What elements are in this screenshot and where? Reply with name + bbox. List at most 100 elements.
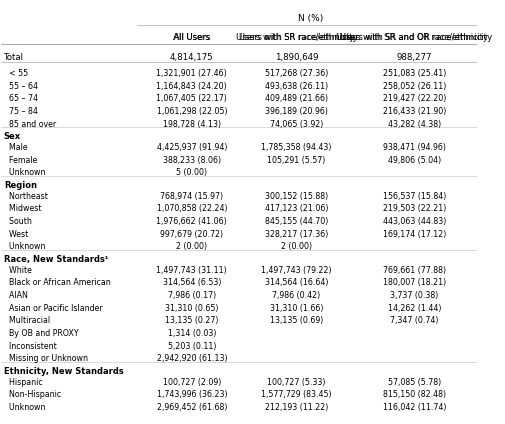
Text: 216,433 (21.90): 216,433 (21.90) xyxy=(383,107,446,116)
Text: 2 (0.00): 2 (0.00) xyxy=(176,243,207,251)
Text: 156,537 (15.84): 156,537 (15.84) xyxy=(383,192,446,201)
Text: 7,347 (0.74): 7,347 (0.74) xyxy=(390,316,438,325)
Text: 65 – 74: 65 – 74 xyxy=(4,95,38,103)
Text: 417,123 (21.06): 417,123 (21.06) xyxy=(265,204,328,213)
Text: 845,155 (44.70): 845,155 (44.70) xyxy=(265,217,328,226)
Text: 396,189 (20.96): 396,189 (20.96) xyxy=(265,107,328,116)
Text: 1,497,743 (31.11): 1,497,743 (31.11) xyxy=(157,266,227,275)
Text: 55 – 64: 55 – 64 xyxy=(4,82,38,91)
Text: 300,152 (15.88): 300,152 (15.88) xyxy=(265,192,328,201)
Text: Missing or Unknown: Missing or Unknown xyxy=(4,354,88,363)
Text: 219,503 (22.21): 219,503 (22.21) xyxy=(383,204,446,213)
Text: Region: Region xyxy=(4,181,37,190)
Text: 1,067,405 (22.17): 1,067,405 (22.17) xyxy=(157,95,227,103)
Text: 219,427 (22.20): 219,427 (22.20) xyxy=(383,95,446,103)
Text: 4,425,937 (91.94): 4,425,937 (91.94) xyxy=(157,143,227,152)
Text: 74,065 (3.92): 74,065 (3.92) xyxy=(270,120,323,129)
Text: 1,497,743 (79.22): 1,497,743 (79.22) xyxy=(261,266,332,275)
Text: 2 (0.00): 2 (0.00) xyxy=(281,243,312,251)
Text: 75 – 84: 75 – 84 xyxy=(4,107,38,116)
Text: 328,217 (17.36): 328,217 (17.36) xyxy=(265,230,328,239)
Text: Unknown: Unknown xyxy=(4,403,45,412)
Text: 517,268 (27.36): 517,268 (27.36) xyxy=(265,69,328,78)
Text: Users with SR race/ethnicity: Users with SR race/ethnicity xyxy=(239,33,354,42)
Text: AIAN: AIAN xyxy=(4,291,28,300)
Text: 198,728 (4.13): 198,728 (4.13) xyxy=(163,120,221,129)
Text: 1,164,843 (24.20): 1,164,843 (24.20) xyxy=(157,82,227,91)
Text: Northeast: Northeast xyxy=(4,192,47,201)
Text: 769,661 (77.88): 769,661 (77.88) xyxy=(383,266,446,275)
Text: Male: Male xyxy=(4,143,27,152)
Text: 85 and over: 85 and over xyxy=(4,120,56,129)
Text: 7,986 (0.42): 7,986 (0.42) xyxy=(272,291,321,300)
Text: N (%): N (%) xyxy=(298,14,323,23)
Text: Black or African American: Black or African American xyxy=(4,278,111,287)
Text: 1,785,358 (94.43): 1,785,358 (94.43) xyxy=(261,143,332,152)
Text: Inconsistent: Inconsistent xyxy=(4,341,57,351)
Text: Female: Female xyxy=(4,156,37,165)
Text: 3,737 (0.38): 3,737 (0.38) xyxy=(390,291,438,300)
Text: 49,806 (5.04): 49,806 (5.04) xyxy=(388,156,441,165)
Text: 180,007 (18.21): 180,007 (18.21) xyxy=(383,278,446,287)
Text: Race, New Standards¹: Race, New Standards¹ xyxy=(4,255,108,264)
Text: 388,233 (8.06): 388,233 (8.06) xyxy=(163,156,221,165)
Text: 4,814,175: 4,814,175 xyxy=(170,53,214,62)
Text: Unknown: Unknown xyxy=(4,168,45,177)
Text: 258,052 (26.11): 258,052 (26.11) xyxy=(383,82,446,91)
Text: 5,203 (0.11): 5,203 (0.11) xyxy=(168,341,216,351)
Text: 997,679 (20.72): 997,679 (20.72) xyxy=(160,230,223,239)
Text: 1,976,662 (41.06): 1,976,662 (41.06) xyxy=(157,217,227,226)
Text: 14,262 (1.44): 14,262 (1.44) xyxy=(388,304,441,312)
Text: 57,085 (5.78): 57,085 (5.78) xyxy=(388,377,441,387)
Text: 251,083 (25.41): 251,083 (25.41) xyxy=(383,69,446,78)
Text: Users with SR and OR race/ethnicity: Users with SR and OR race/ethnicity xyxy=(336,33,492,42)
Text: 1,321,901 (27.46): 1,321,901 (27.46) xyxy=(157,69,227,78)
Text: 1,577,729 (83.45): 1,577,729 (83.45) xyxy=(261,390,332,399)
Text: Total: Total xyxy=(4,53,24,62)
Text: 493,638 (26.11): 493,638 (26.11) xyxy=(265,82,328,91)
Text: South: South xyxy=(4,217,32,226)
Text: Unknown: Unknown xyxy=(4,243,45,251)
Text: 1,314 (0.03): 1,314 (0.03) xyxy=(168,329,216,338)
Text: All Users: All Users xyxy=(174,33,210,42)
Text: Sex: Sex xyxy=(4,132,21,141)
Text: Hispanic: Hispanic xyxy=(4,377,42,387)
Text: 116,042 (11.74): 116,042 (11.74) xyxy=(383,403,446,412)
Text: All Users: All Users xyxy=(173,33,211,42)
Text: 1,070,858 (22.24): 1,070,858 (22.24) xyxy=(157,204,227,213)
Text: 314,564 (6.53): 314,564 (6.53) xyxy=(163,278,221,287)
Text: West: West xyxy=(4,230,28,239)
Text: 31,310 (0.65): 31,310 (0.65) xyxy=(165,304,219,312)
Text: 31,310 (1.66): 31,310 (1.66) xyxy=(270,304,323,312)
Text: 988,277: 988,277 xyxy=(396,53,432,62)
Text: 169,174 (17.12): 169,174 (17.12) xyxy=(383,230,446,239)
Text: White: White xyxy=(4,266,32,275)
Text: 1,743,996 (36.23): 1,743,996 (36.23) xyxy=(157,390,227,399)
Text: 2,969,452 (61.68): 2,969,452 (61.68) xyxy=(157,403,227,412)
Text: 7,986 (0.17): 7,986 (0.17) xyxy=(168,291,216,300)
Text: By OB and PROXY: By OB and PROXY xyxy=(4,329,78,338)
Text: 43,282 (4.38): 43,282 (4.38) xyxy=(388,120,441,129)
Text: Asian or Pacific Islander: Asian or Pacific Islander xyxy=(4,304,103,312)
Text: Users with SR race/ethnicity: Users with SR race/ethnicity xyxy=(236,33,358,42)
Text: < 55: < 55 xyxy=(4,69,28,78)
Text: 443,063 (44.83): 443,063 (44.83) xyxy=(383,217,446,226)
Text: 938,471 (94.96): 938,471 (94.96) xyxy=(383,143,446,152)
Text: 314,564 (16.64): 314,564 (16.64) xyxy=(265,278,328,287)
Text: 815,150 (82.48): 815,150 (82.48) xyxy=(383,390,446,399)
Text: 409,489 (21.66): 409,489 (21.66) xyxy=(265,95,328,103)
Text: 768,974 (15.97): 768,974 (15.97) xyxy=(160,192,223,201)
Text: 1,061,298 (22.05): 1,061,298 (22.05) xyxy=(157,107,227,116)
Text: 13,135 (0.27): 13,135 (0.27) xyxy=(165,316,219,325)
Text: 212,193 (11.22): 212,193 (11.22) xyxy=(265,403,328,412)
Text: Non-Hispanic: Non-Hispanic xyxy=(4,390,61,399)
Text: 100,727 (5.33): 100,727 (5.33) xyxy=(267,377,326,387)
Text: 1,890,649: 1,890,649 xyxy=(275,53,318,62)
Text: Ethnicity, New Standards: Ethnicity, New Standards xyxy=(4,367,124,376)
Text: Multiracial: Multiracial xyxy=(4,316,50,325)
Text: 105,291 (5.57): 105,291 (5.57) xyxy=(267,156,326,165)
Text: Users with SR and OR race/ethnicity: Users with SR and OR race/ethnicity xyxy=(340,33,488,42)
Text: 5 (0.00): 5 (0.00) xyxy=(176,168,207,177)
Text: 2,942,920 (61.13): 2,942,920 (61.13) xyxy=(157,354,227,363)
Text: 100,727 (2.09): 100,727 (2.09) xyxy=(163,377,221,387)
